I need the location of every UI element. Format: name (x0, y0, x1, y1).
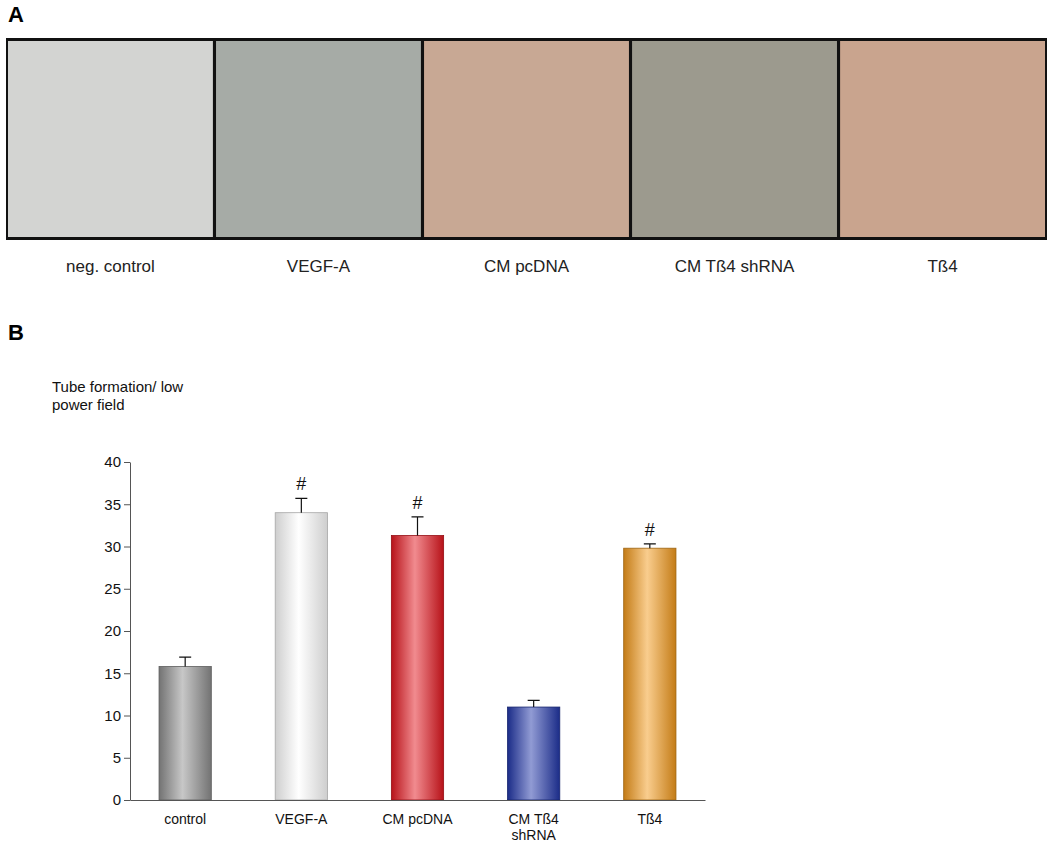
text-line: neg. control (66, 257, 155, 276)
y-tick-label: 0 (113, 791, 121, 808)
error-bar (644, 544, 656, 548)
micrograph (216, 41, 421, 237)
bar (508, 707, 560, 800)
y-tick: 30 (104, 538, 130, 555)
micrograph (424, 41, 629, 237)
x-tick: CM Tß4shRNA (509, 800, 560, 843)
y-tick-label: 10 (104, 707, 121, 724)
image-label: CM Tß4 shRNA (675, 257, 795, 276)
y-tick-label: 15 (104, 665, 121, 682)
x-tick: Tß4 (637, 800, 662, 827)
y-tick-label: 5 (113, 749, 121, 766)
text-line: CM Tß4 (509, 811, 560, 827)
y-axis: 0 5 10 15 20 25 30 35 40 (104, 453, 130, 808)
x-tick-label: Tß4 (637, 811, 662, 827)
annotation: # (645, 520, 655, 540)
error-bar (179, 657, 191, 666)
y-tick-label: 30 (104, 538, 121, 555)
image-strip-frame (6, 38, 1047, 240)
y-tick: 25 (104, 580, 130, 597)
micrograph-image (424, 41, 629, 237)
x-tick-label: control (164, 811, 206, 827)
annotation: # (412, 493, 422, 513)
y-tick: 20 (104, 622, 130, 639)
text-line: VEGF-A (275, 811, 328, 827)
y-tick-mark (124, 504, 130, 505)
text-line: Tube formation/ low (52, 378, 183, 395)
text-line: shRNA (511, 827, 556, 843)
error-bar (528, 700, 540, 707)
x-tick-label: CM pcDNA (382, 811, 453, 827)
y-tick-label: 40 (104, 453, 121, 470)
y-axis-line (130, 463, 131, 801)
error-bar (412, 517, 424, 536)
text-line: CM pcDNA (484, 257, 570, 276)
bar (275, 513, 327, 800)
text-line: CM Tß4 shRNA (675, 257, 795, 276)
text-line: Tß4 (637, 811, 662, 827)
figure: Aneg. control VEGF-A CM pcDNA CM Tß4 shRNA T… (0, 0, 1050, 855)
micrograph (632, 41, 837, 237)
x-tick-label: CM Tß4shRNA (509, 811, 560, 843)
axis-title: Tube formation/ lowpower field (52, 378, 183, 413)
panel-label: B (8, 320, 24, 345)
y-tick: 15 (104, 665, 130, 682)
y-tick: 0 (113, 791, 130, 808)
y-tick-mark (124, 758, 130, 759)
micrograph-image (632, 41, 837, 237)
micrograph (840, 41, 1045, 237)
y-tick-mark (124, 631, 130, 632)
y-tick: 40 (104, 453, 130, 470)
x-axis-line (131, 800, 706, 801)
x-tick: CM pcDNA (382, 800, 453, 827)
y-tick-mark (124, 589, 130, 590)
error-bar (295, 498, 307, 512)
x-tick: VEGF-A (275, 800, 328, 827)
x-tick-label: VEGF-A (275, 811, 328, 827)
micrograph-image (216, 41, 421, 237)
image-label: Tß4 (927, 257, 957, 276)
text-line: Tß4 (927, 257, 957, 276)
y-tick-mark (124, 716, 130, 717)
y-tick-mark (124, 462, 130, 463)
micrograph (8, 41, 213, 237)
bar (624, 548, 676, 800)
text-line: CM pcDNA (382, 811, 453, 827)
y-tick-label: 25 (104, 580, 121, 597)
y-tick-label: 35 (104, 496, 121, 513)
y-tick: 5 (113, 749, 130, 766)
image-label: neg. control (66, 257, 155, 276)
y-tick: 10 (104, 707, 130, 724)
text-line: control (164, 811, 206, 827)
image-label: VEGF-A (287, 257, 351, 276)
y-tick-label: 20 (104, 622, 121, 639)
micrograph-image (8, 41, 213, 237)
annotation: # (296, 474, 306, 494)
text-line: VEGF-A (287, 257, 351, 276)
micrograph-image (840, 41, 1045, 237)
text-line: power field (52, 396, 125, 413)
plot-marks (159, 498, 676, 800)
x-tick: control (164, 800, 206, 827)
panel-label: A (8, 2, 24, 27)
x-axis: control VEGF-A CM pcDNA CM Tß4shRNA Tß4 (131, 800, 706, 843)
image-label: CM pcDNA (484, 257, 570, 276)
y-tick-mark (124, 800, 130, 801)
y-tick-mark (124, 673, 130, 674)
y-tick-mark (124, 547, 130, 548)
bar (391, 536, 443, 800)
bar (159, 666, 211, 800)
y-tick: 35 (104, 496, 130, 513)
